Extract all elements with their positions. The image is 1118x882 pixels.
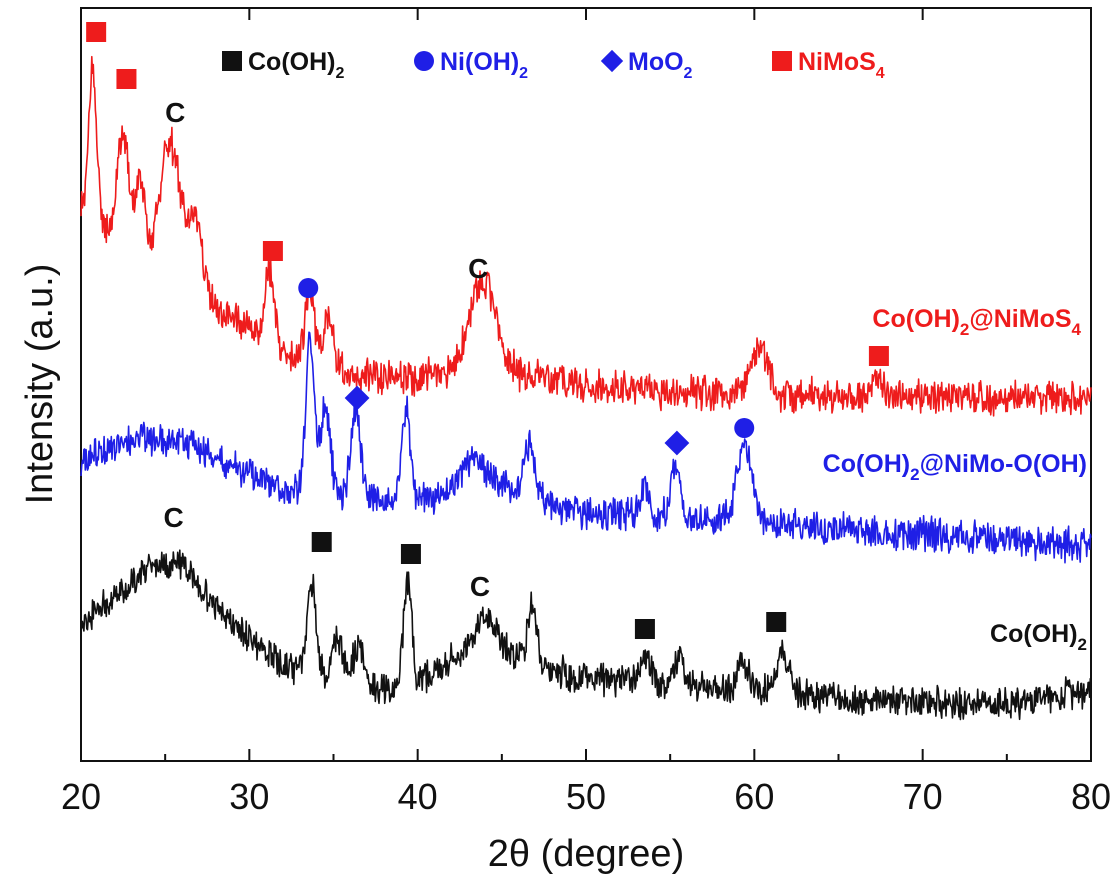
phase-marker-square <box>635 619 655 639</box>
carbon-peak-label: C <box>470 571 490 602</box>
legend-marker-circle <box>414 51 434 71</box>
phase-marker-square <box>766 612 786 632</box>
phase-marker-circle <box>734 418 754 438</box>
legend-label: NiMoS4 <box>798 48 885 82</box>
y-axis-title: Intensity (a.u.) <box>19 264 61 505</box>
carbon-peak-label: C <box>468 253 488 284</box>
x-axis-title: 2θ (degree) <box>488 833 684 875</box>
phase-marker-diamond <box>665 431 690 456</box>
x-tick-label: 40 <box>398 776 438 817</box>
legend-marker-diamond <box>601 50 623 72</box>
carbon-peak-label: C <box>163 502 183 533</box>
legend-entry: NiMoS4 <box>772 48 885 82</box>
legend-entry: MoO2 <box>601 48 693 82</box>
phase-marker-square <box>116 69 136 89</box>
legend-label: Co(OH)2 <box>248 48 344 82</box>
x-tick-label: 60 <box>734 776 774 817</box>
series-layer <box>81 57 1091 720</box>
legend-marker-square <box>772 51 792 71</box>
legend: Co(OH)2 Ni(OH)2 MoO2 NiMoS4 <box>222 48 885 82</box>
series-line-0 <box>81 57 1091 416</box>
phase-marker-square <box>869 346 889 366</box>
x-tick-label: 20 <box>61 776 101 817</box>
phase-marker-circle <box>298 278 318 298</box>
x-tick-label: 30 <box>229 776 269 817</box>
annotation-layer: C C C C <box>163 97 490 602</box>
legend-marker-square <box>222 51 242 71</box>
legend-entry: Ni(OH)2 <box>414 48 528 82</box>
phase-marker-square <box>263 241 283 261</box>
legend-label: MoO2 <box>628 48 693 82</box>
phase-marker-square <box>401 544 421 564</box>
carbon-peak-label: C <box>165 97 185 128</box>
series-label: Co(OH)2 <box>990 620 1087 654</box>
phase-marker-square <box>86 22 106 42</box>
series-label: Co(OH)2@NiMoS4 <box>872 305 1081 339</box>
series-label: Co(OH)2@NiMo-O(OH) <box>823 450 1087 484</box>
series-line-2 <box>81 550 1091 719</box>
phase-marker-diamond <box>345 386 370 411</box>
phase-marker-square <box>312 532 332 552</box>
series-labels: Co(OH)2@NiMoS4 Co(OH)2@NiMo-O(OH) Co(OH)2 <box>823 305 1087 654</box>
x-tick-label: 70 <box>903 776 943 817</box>
x-tick-label: 50 <box>566 776 606 817</box>
phase-marker-layer <box>86 22 889 639</box>
legend-label: Ni(OH)2 <box>440 48 528 82</box>
series-line-1 <box>81 332 1091 563</box>
legend-entry: Co(OH)2 <box>222 48 344 82</box>
x-tick-label: 80 <box>1071 776 1111 817</box>
